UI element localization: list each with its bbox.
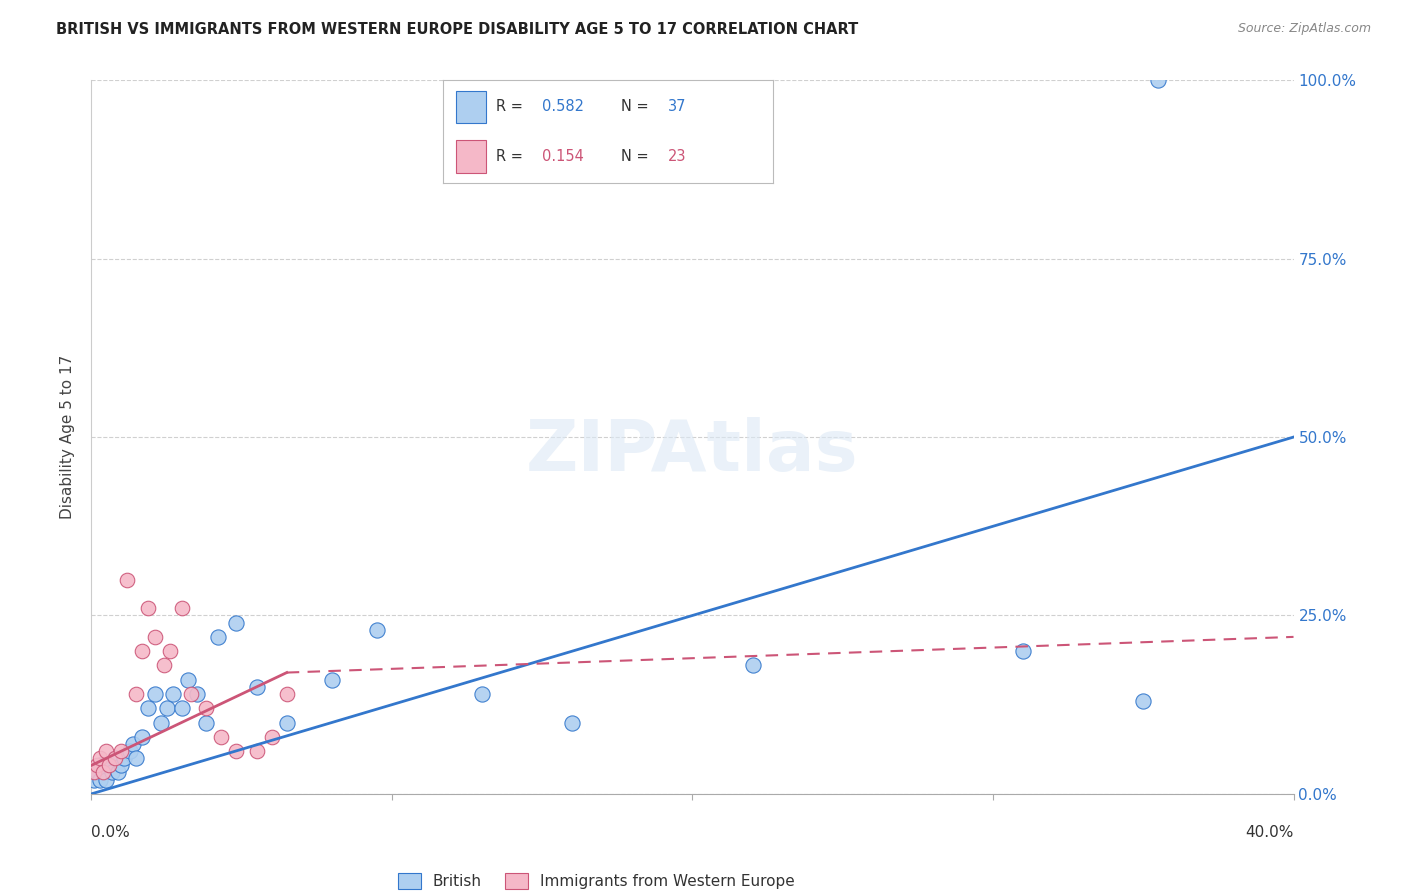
Point (101, 765, 124, 780)
Point (1132, 694, 1154, 708)
Point (89, 758, 111, 772)
Point (366, 623, 388, 637)
Point (276, 687, 298, 701)
Point (117, 573, 139, 587)
Point (225, 615, 247, 630)
Point (131, 644, 153, 658)
Point (104, 751, 127, 765)
Point (83, 765, 105, 780)
Point (89, 751, 111, 765)
Point (207, 630, 229, 644)
Point (122, 737, 145, 751)
Point (1012, 644, 1035, 658)
Point (86, 758, 108, 772)
Point (104, 751, 127, 765)
Text: BRITISH VS IMMIGRANTS FROM WESTERN EUROPE DISABILITY AGE 5 TO 17 CORRELATION CHA: BRITISH VS IMMIGRANTS FROM WESTERN EUROP… (56, 22, 859, 37)
Point (246, 744, 269, 758)
Point (176, 673, 198, 687)
Point (471, 687, 494, 701)
Text: R =: R = (496, 99, 527, 114)
Text: Source: ZipAtlas.com: Source: ZipAtlas.com (1237, 22, 1371, 36)
Point (93, 765, 115, 780)
Point (276, 715, 298, 730)
Point (209, 730, 232, 744)
Point (1147, 73, 1170, 87)
Text: N =: N = (621, 149, 654, 164)
Text: 37: 37 (668, 99, 686, 114)
Point (260, 730, 283, 744)
Point (225, 744, 247, 758)
Point (194, 715, 217, 730)
Point (93, 765, 115, 780)
Point (107, 765, 129, 780)
Point (246, 680, 269, 694)
Point (98, 758, 121, 772)
Point (138, 701, 160, 715)
Text: ZIPAtlas: ZIPAtlas (526, 417, 859, 486)
Text: 0.154: 0.154 (543, 149, 583, 164)
Text: 23: 23 (668, 149, 686, 164)
Point (186, 687, 208, 701)
Y-axis label: Disability Age 5 to 17: Disability Age 5 to 17 (60, 355, 76, 519)
Bar (456, 91, 486, 123)
Point (180, 687, 202, 701)
Text: 40.0%: 40.0% (1246, 825, 1294, 840)
Point (152, 658, 174, 673)
Point (170, 601, 193, 615)
Point (159, 644, 181, 658)
Point (89, 772, 111, 787)
Point (155, 701, 177, 715)
Point (138, 601, 160, 615)
Text: 0.582: 0.582 (543, 99, 583, 114)
Point (143, 630, 166, 644)
Point (162, 687, 184, 701)
Point (194, 701, 217, 715)
Point (170, 701, 193, 715)
Point (149, 715, 172, 730)
Text: R =: R = (496, 149, 527, 164)
Text: 0.0%: 0.0% (91, 825, 131, 840)
Point (86, 765, 108, 780)
Point (125, 687, 148, 701)
Text: N =: N = (621, 99, 654, 114)
Point (114, 751, 136, 765)
Point (120, 744, 142, 758)
Point (83, 772, 105, 787)
Point (110, 744, 132, 758)
Point (561, 715, 583, 730)
Point (741, 658, 763, 673)
Point (125, 751, 148, 765)
Point (96, 744, 118, 758)
Legend: British, Immigrants from Western Europe: British, Immigrants from Western Europe (391, 866, 803, 892)
Point (110, 758, 132, 772)
Point (131, 730, 153, 744)
Bar (456, 140, 486, 173)
Point (98, 758, 121, 772)
Point (96, 772, 118, 787)
Point (143, 687, 166, 701)
Point (321, 673, 343, 687)
